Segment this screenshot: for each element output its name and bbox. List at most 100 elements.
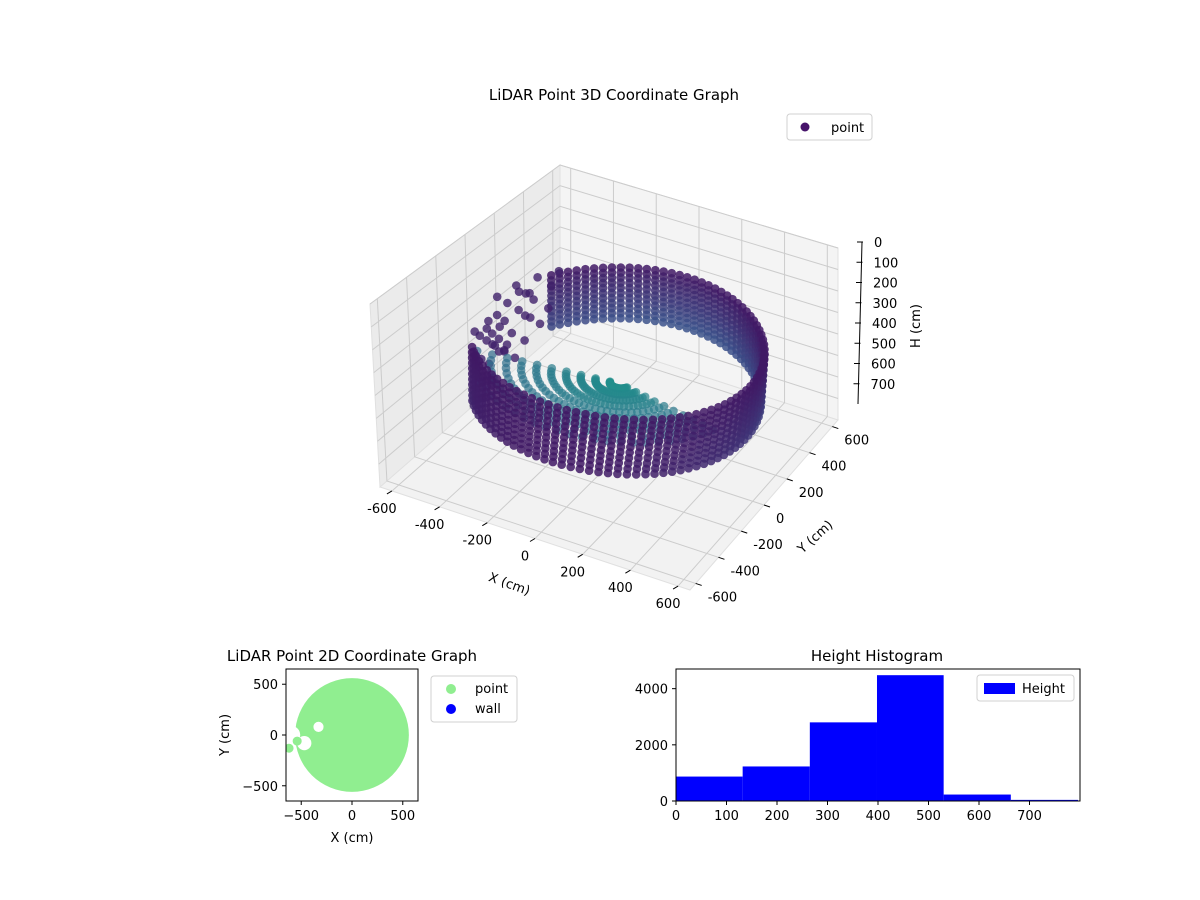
scatter-point: [548, 457, 558, 467]
scatter-point: [641, 469, 650, 479]
ytick-label-3d: 600: [844, 434, 869, 449]
scatter-point: [575, 464, 585, 474]
scatter-point: [526, 313, 535, 322]
scatter-point: [503, 437, 512, 447]
scatter-point: [470, 327, 480, 336]
scatter-point: [659, 468, 668, 478]
ytick-label-2d: 0: [270, 729, 278, 744]
scatter-point: [684, 464, 693, 473]
2d-ticks: −500 0 500 −500 0 500: [242, 678, 415, 824]
ytick-label-2d: 500: [253, 678, 278, 693]
chart-2d-legend: point wall: [430, 675, 518, 723]
ytick-label-3d: -200: [753, 538, 783, 553]
chart-3d-ylabel: Y (cm): [794, 518, 836, 558]
histogram-bar: [809, 722, 877, 801]
xtick-label-3d: 400: [608, 581, 633, 596]
scatter-point: [510, 353, 520, 363]
ytick-label-3d: -600: [708, 590, 738, 605]
scatter-point: [516, 445, 526, 454]
xtick-label-hist: 600: [967, 809, 992, 824]
scatter-point: [529, 295, 538, 304]
chart-3d-xlabel: X (cm): [486, 570, 532, 599]
point-cloud-disk: [295, 678, 409, 792]
scatter-point: [482, 324, 492, 333]
xtick-label-3d: 0: [521, 550, 529, 565]
chart-2d-xlabel: X (cm): [331, 831, 374, 846]
chart-3d-title: LiDAR Point 3D Coordinate Graph: [489, 86, 739, 104]
scatter-point: [544, 304, 553, 313]
scatter-point: [286, 743, 294, 753]
3d-axes: -600 -400 -200 0 200 400 600 -600 -400 -200 0 200 40…: [367, 236, 898, 612]
scatter-point: [572, 317, 581, 326]
2d-plot-area: [285, 668, 419, 802]
chart-2d-ylabel: Y (cm): [218, 714, 233, 757]
chart-3d-zlabel: H (cm): [909, 304, 924, 348]
scatter-point: [494, 347, 504, 356]
xtick-label-hist: 300: [815, 809, 840, 824]
scatter-point: [547, 322, 556, 331]
scatter-point: [494, 334, 504, 344]
scatter-point: [650, 316, 660, 326]
chart-2d-title: LiDAR Point 2D Coordinate Graph: [227, 647, 477, 665]
xtick-label-hist: 700: [1017, 809, 1042, 824]
legend-3d-box: [786, 113, 873, 141]
xtick-label-3d: 600: [656, 597, 681, 612]
scatter-point: [699, 459, 709, 469]
scatter-point: [603, 468, 613, 478]
scatter-point: [292, 736, 302, 746]
scatter-point: [631, 470, 641, 479]
ztick-label-3d: 700: [871, 378, 896, 393]
legend-2d-wall-label: wall: [475, 702, 501, 717]
ytick-label-3d: -400: [730, 564, 760, 579]
scatter-point: [594, 467, 603, 477]
xtick-label-2d: 0: [348, 809, 356, 824]
scatter-point: [667, 319, 676, 329]
xtick-label-hist: 0: [672, 809, 680, 824]
lidar-2d-chart: LiDAR Point 2D Coordinate Graph −500 0 500…: [218, 647, 518, 846]
scatter-point: [540, 455, 549, 464]
scatter-point: [509, 441, 519, 450]
scatter-point: [532, 451, 541, 461]
scatter-point: [507, 328, 517, 338]
scatter-point: [650, 469, 659, 479]
histogram-bar: [1010, 799, 1078, 801]
histogram-bar: [876, 675, 944, 801]
ytick-label-3d: 400: [822, 460, 847, 475]
scatter-point: [563, 318, 573, 328]
scatter-point: [495, 322, 505, 332]
scatter-point: [625, 314, 634, 323]
scatter-point: [616, 313, 625, 323]
legend-2d-wall-marker: [446, 704, 456, 714]
scatter-point: [674, 321, 684, 331]
ztick-label-3d: 600: [871, 358, 896, 373]
scatter-point: [622, 470, 632, 479]
scatter-point: [554, 266, 564, 276]
scatter-point: [689, 326, 699, 336]
legend-2d-point-marker: [446, 684, 456, 694]
legend-2d-point-label: point: [475, 682, 508, 697]
ytick-label-2d: −500: [242, 780, 278, 795]
scatter-point: [482, 336, 491, 345]
ztick-label-3d: 300: [873, 297, 898, 312]
scatter-point: [520, 336, 529, 345]
scatter-point: [589, 314, 599, 324]
ztick-label-3d: 0: [874, 236, 882, 251]
legend-hist-label: Height: [1022, 682, 1065, 697]
chart-3d-legend: point: [786, 113, 873, 141]
histogram-bar: [742, 766, 810, 801]
xtick-label-hist: 500: [916, 809, 941, 824]
scatter-point: [512, 281, 521, 290]
scatter-point: [633, 314, 643, 324]
ytick-label-3d: 200: [799, 486, 824, 501]
scatter-point: [502, 340, 512, 350]
scatter-point: [703, 332, 713, 341]
ztick-label-3d: 500: [872, 337, 897, 352]
scatter-point: [697, 329, 706, 338]
lidar-3d-chart: -600 -400 -200 0 200 400 600 -600 -400 -200 0 200 40…: [367, 86, 924, 612]
xtick-label-hist: 400: [866, 809, 891, 824]
scatter-point: [514, 305, 523, 315]
height-histogram: Height Histogram 0 100 200 300 400 500 600 7000…: [635, 647, 1081, 824]
scatter-point: [521, 289, 531, 298]
scatter-point: [613, 469, 622, 479]
